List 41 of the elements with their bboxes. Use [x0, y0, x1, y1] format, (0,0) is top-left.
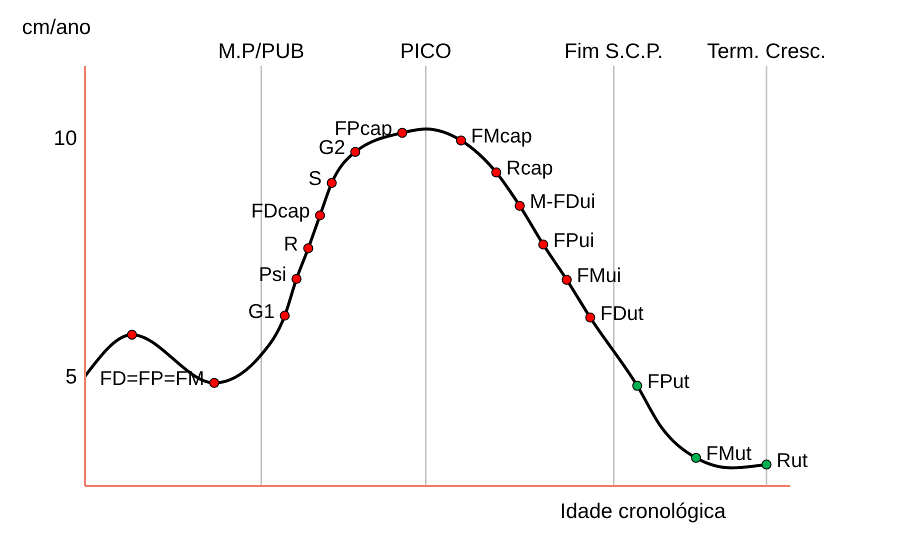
point	[761, 460, 772, 470]
point	[491, 167, 502, 178]
data-label: M-FDui	[530, 191, 596, 214]
data-label: R	[284, 234, 298, 256]
x-tick-label: Fim S.C.P.	[564, 40, 664, 63]
data-label: G1	[248, 300, 275, 323]
x-tick-label: Term. Cresc.	[706, 40, 826, 63]
point	[456, 135, 466, 146]
point	[350, 146, 360, 157]
point	[126, 330, 138, 340]
point	[585, 312, 596, 323]
data-label: Rcap	[506, 158, 553, 180]
data-label: S	[308, 168, 322, 190]
data-label: FPut	[647, 371, 690, 394]
point	[314, 210, 326, 220]
data-label: FPui	[553, 230, 594, 252]
y-tick-label: 5	[65, 366, 77, 389]
data-label: FD=FP=FM	[100, 368, 204, 390]
data-label: FMut	[706, 443, 752, 466]
point	[326, 178, 337, 188]
data-label: FDut	[600, 302, 644, 325]
point	[632, 380, 642, 391]
x-tick-label: M.P/PUB	[218, 40, 304, 63]
data-label: Rut	[776, 450, 808, 472]
point	[303, 243, 314, 254]
y-axis-title: cm/ano	[22, 16, 91, 40]
data-label: FDcap	[251, 200, 310, 223]
point	[291, 274, 302, 284]
x-axis-title: Idade cronológica	[560, 500, 726, 524]
point	[514, 200, 525, 211]
point	[690, 452, 702, 463]
point	[397, 128, 408, 138]
x-tick-label: PICO	[400, 40, 452, 63]
data-label: Psi	[258, 264, 286, 286]
point	[538, 239, 548, 250]
point	[562, 274, 572, 285]
data-label: FMui	[576, 265, 622, 288]
y-tick-label: 10	[54, 127, 77, 150]
point	[280, 310, 290, 321]
data-label: FMcap	[471, 126, 532, 148]
point	[209, 378, 220, 388]
